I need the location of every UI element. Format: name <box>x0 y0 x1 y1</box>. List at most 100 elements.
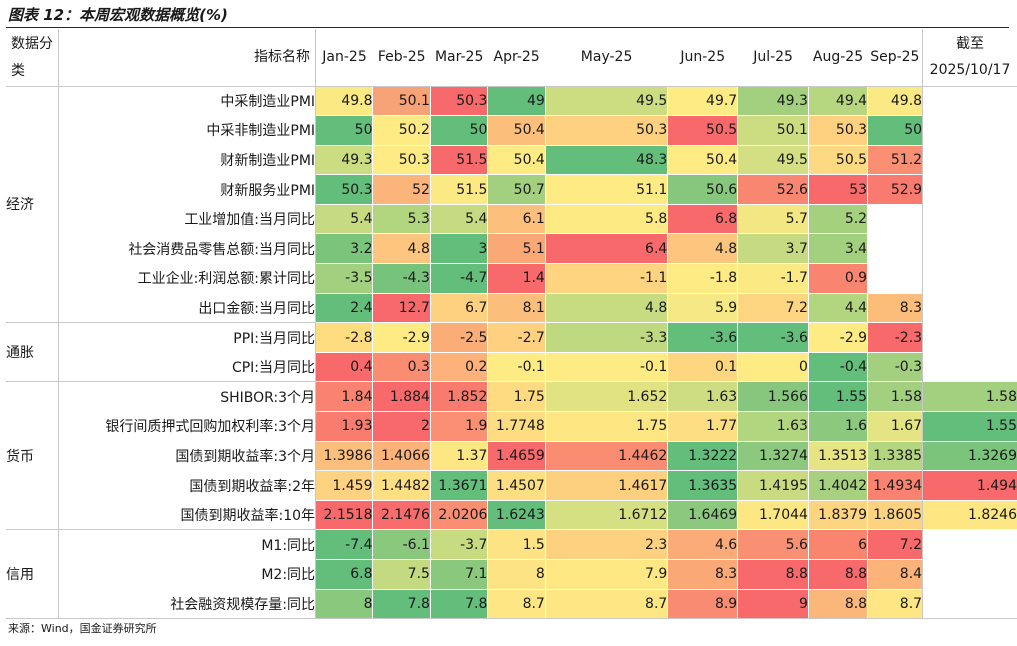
header-month: Feb-25 <box>372 29 431 87</box>
value-cell: 5.1 <box>487 233 546 264</box>
latest-value-cell <box>922 588 1017 620</box>
latest-value-cell <box>922 559 1017 590</box>
value-cell: 8.7 <box>487 588 546 620</box>
value-cell: 8.8 <box>807 559 868 590</box>
value-cell <box>867 203 923 234</box>
latest-value-cell: 1.8246 <box>922 499 1017 530</box>
value-cell: 8.7 <box>544 588 668 620</box>
latest-value-cell <box>922 322 1017 353</box>
value-cell: 1.75 <box>544 411 668 442</box>
value-cell: 4.8 <box>544 292 668 323</box>
value-cell: 49.5 <box>544 85 668 116</box>
value-cell: -2.3 <box>867 322 923 353</box>
value-cell: 3.4 <box>807 233 868 264</box>
indicator-name: 国债到期收益率:10年 <box>180 507 316 524</box>
header-latest: 截至 2025/10/17 <box>922 29 1017 87</box>
table-row: 出口金额:当月同比 2.4 12.7 6.7 8.1 4.8 5.9 7.2 4.4 8.3 <box>6 292 1017 323</box>
latest-value-cell <box>922 351 1017 382</box>
value-cell: 2 <box>372 411 431 442</box>
latest-value-cell: 1.58 <box>922 381 1017 412</box>
value-cell: 1.3513 <box>807 440 868 471</box>
value-cell: 1.4617 <box>544 470 668 501</box>
table-row: 国债到期收益率:2年 1.459 1.4482 1.3671 1.4507 1.4617 1… <box>6 470 1017 501</box>
header-category: 数据分类 <box>6 29 60 87</box>
value-cell: 50.3 <box>807 115 868 146</box>
value-cell: 8.3 <box>867 292 923 323</box>
table-row: 社会融资规模存量:同比 8 7.8 7.8 8.7 8.7 8.9 9 8.8 8.7 <box>6 588 1017 620</box>
value-cell: 8.7 <box>867 588 923 620</box>
value-cell: 50.3 <box>544 115 668 146</box>
value-cell: 1.67 <box>867 411 923 442</box>
value-cell: 1.63 <box>667 381 738 412</box>
value-cell: 50.4 <box>487 115 546 146</box>
header-month: Mar-25 <box>430 29 488 87</box>
value-cell: 1.4462 <box>544 440 668 471</box>
value-cell: 1.6 <box>807 411 868 442</box>
value-cell: 1.4934 <box>867 470 923 501</box>
value-cell: 1.84 <box>315 381 373 412</box>
value-cell: -3.5 <box>315 263 373 294</box>
value-cell: -2.9 <box>807 322 868 353</box>
value-cell: 8.9 <box>667 588 738 620</box>
value-cell: -0.1 <box>544 351 668 382</box>
value-cell: 4.8 <box>372 233 431 264</box>
value-cell: 3.2 <box>315 233 373 264</box>
table-row: 社会消费品零售总额:当月同比 3.2 4.8 3 5.1 6.4 4.8 3.7 3.4 <box>6 233 1017 264</box>
header-indicator: 指标名称 <box>58 29 316 87</box>
value-cell: -1.1 <box>544 263 668 294</box>
category-cell: 通胀 <box>6 322 60 382</box>
value-cell: 1.566 <box>737 381 809 412</box>
category-cell: 经济 <box>6 86 60 323</box>
value-cell: 1.3222 <box>667 440 738 471</box>
value-cell: 49.7 <box>667 85 738 116</box>
table-row: 财新制造业PMI 49.3 50.3 51.5 50.4 48.3 50.4 49.5 50.5… <box>6 144 1017 175</box>
table-row: 信用 M1:同比 -7.4 -6.1 -3.7 1.5 2.3 4.6 5.6 6 7.2 <box>6 529 1017 620</box>
value-cell: 1.3671 <box>429 470 488 501</box>
value-cell: -7.4 <box>315 529 373 560</box>
value-cell: 9 <box>737 588 809 620</box>
indicator-name: 国债到期收益率:3个月 <box>175 448 316 465</box>
category-cell: 货币 <box>6 381 60 530</box>
value-cell: -3.6 <box>667 322 738 353</box>
value-cell: 6 <box>807 529 868 560</box>
latest-value-cell <box>922 233 1017 264</box>
latest-value-cell: 1.3269 <box>922 440 1017 471</box>
header-month: Jul-25 <box>737 29 809 87</box>
value-cell: 3.7 <box>737 233 809 264</box>
value-cell: 50 <box>315 115 373 146</box>
value-cell: 51.5 <box>429 174 488 205</box>
indicator-name: SHIBOR:3个月 <box>220 389 316 406</box>
latest-value-cell: 1.55 <box>922 411 1017 442</box>
header-row: 数据分类 指标名称 Jan-25 Feb-25 Mar-25 Apr-25 May-25 Ju… <box>6 29 1017 87</box>
value-cell: 0.9 <box>807 263 868 294</box>
table-row: 中采非制造业PMI 50 50.2 50 50.4 50.3 50.5 50.1 50.3 50 <box>6 115 1017 146</box>
indicator-name: 财新制造业PMI <box>220 152 316 169</box>
table-row: 国债到期收益率:10年 2.1518 2.1476 2.0206 1.6243 1.671… <box>6 499 1017 530</box>
value-cell: 1.63 <box>737 411 809 442</box>
value-cell: 50.3 <box>429 85 488 116</box>
table-row: CPI:当月同比 0.4 0.3 0.2 -0.1 -0.1 0.1 0 -0.4 -0.3 <box>6 351 1017 382</box>
value-cell: 5.3 <box>372 203 431 234</box>
source-note: 来源：Wind，国金证券研究所 <box>8 622 157 635</box>
value-cell: 2.0206 <box>429 499 488 530</box>
value-cell: 1.4042 <box>807 470 868 501</box>
value-cell: 7.2 <box>737 292 809 323</box>
value-cell: -3.7 <box>429 529 488 560</box>
value-cell: 5.8 <box>544 203 668 234</box>
header-month: Apr-25 <box>487 29 546 87</box>
value-cell: 50 <box>867 115 923 146</box>
indicator-name: 社会消费品零售总额:当月同比 <box>128 241 316 258</box>
value-cell: -2.7 <box>487 322 546 353</box>
value-cell: 1.3635 <box>667 470 738 501</box>
value-cell: 5.4 <box>315 203 373 234</box>
value-cell: 0.2 <box>429 351 488 382</box>
latest-value-cell <box>922 263 1017 294</box>
value-cell: 1.55 <box>807 381 868 412</box>
value-cell: 0.3 <box>372 351 431 382</box>
table-row: 货币 SHIBOR:3个月 1.84 1.884 1.852 1.75 1.652 1.63 1… <box>6 381 1017 530</box>
value-cell: 1.75 <box>487 381 546 412</box>
value-cell: 2.1518 <box>315 499 373 530</box>
value-cell: 7.2 <box>867 529 923 560</box>
value-cell: 6.7 <box>429 292 488 323</box>
value-cell: 8 <box>487 559 546 590</box>
